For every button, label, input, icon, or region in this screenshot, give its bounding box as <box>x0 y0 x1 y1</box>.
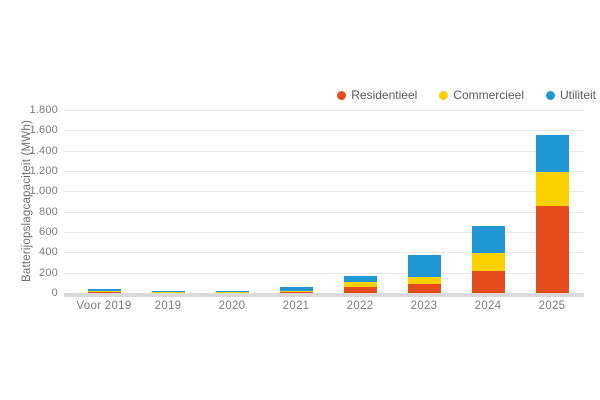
bar-segment-utiliteit-voor-2019 <box>87 288 121 292</box>
gridline <box>64 272 584 274</box>
bar-segment-commercieel-2022 <box>343 282 377 288</box>
legend-item-commercieel: Commercieel <box>439 88 524 102</box>
x-tick-label: 2021 <box>282 300 310 312</box>
bar-segment-commercieel-2019 <box>151 292 185 293</box>
x-tick-label: 2025 <box>538 300 566 312</box>
legend-item-residentieel: Residentieel <box>337 88 417 102</box>
legend-dot-icon <box>545 90 555 100</box>
bar-segment-residentieel-2022 <box>343 287 377 293</box>
legend-label: Residentieel <box>351 88 418 102</box>
bar-segment-utiliteit-2025 <box>535 134 569 173</box>
y-tick-label: 1.200 <box>29 165 58 177</box>
y-tick-label: 1.800 <box>29 104 58 116</box>
legend-dot-icon <box>439 90 449 100</box>
bar-segment-commercieel-2025 <box>535 172 569 206</box>
gridline <box>64 191 584 193</box>
bar-segment-residentieel-2024 <box>471 270 505 293</box>
y-tick-label: 800 <box>39 205 58 218</box>
legend-label: Commercieel <box>453 88 524 102</box>
legend-label: Utiliteit <box>559 88 596 102</box>
x-tick-label: 2022 <box>346 300 374 312</box>
bar-segment-residentieel-2021 <box>279 291 313 293</box>
x-tick-label: 2023 <box>410 300 438 312</box>
bar-segment-commercieel-2020 <box>215 292 249 293</box>
gridline <box>64 171 584 172</box>
gridline <box>64 130 584 132</box>
bar-segment-utiliteit-2024 <box>471 225 505 254</box>
x-tick-label: Voor 2019 <box>76 300 132 312</box>
x-tick-label: 2019 <box>154 300 182 312</box>
bar-segment-residentieel-2025 <box>535 205 569 293</box>
legend-dot-icon <box>337 90 347 100</box>
bar-segment-residentieel-voor-2019 <box>87 292 121 293</box>
x-axis-baseline <box>64 293 584 297</box>
bar-segment-commercieel-2023 <box>407 276 441 284</box>
y-tick-label: 1.400 <box>29 144 58 157</box>
bar-segment-utiliteit-2022 <box>343 275 377 283</box>
bar-segment-utiliteit-2021 <box>279 286 313 291</box>
gridline <box>64 232 584 233</box>
y-tick-label: 0 <box>51 287 58 299</box>
y-tick-label: 1.600 <box>29 124 58 137</box>
bar-segment-utiliteit-2023 <box>407 255 441 277</box>
legend-item-utiliteit: Utiliteit <box>545 88 596 102</box>
bar-segment-commercieel-2024 <box>471 253 505 271</box>
x-tick-label: 2020 <box>218 300 246 312</box>
y-tick-label: 1.000 <box>29 185 58 198</box>
y-tick-label: 200 <box>39 266 58 279</box>
chart-legend: Residentieel Commercieel Utiliteit <box>337 88 596 102</box>
x-tick-label: 2024 <box>474 300 502 312</box>
gridline <box>64 150 584 152</box>
bar-segment-commercieel-voor-2019 <box>87 291 121 293</box>
bar-segment-utiliteit-2019 <box>151 291 185 293</box>
gridline <box>64 252 584 254</box>
gridline <box>64 110 584 111</box>
bar-segment-utiliteit-2020 <box>215 291 249 293</box>
bar-segment-residentieel-2023 <box>407 283 441 293</box>
gridline <box>64 211 584 213</box>
y-tick-label: 600 <box>39 226 58 238</box>
y-tick-label: 400 <box>39 246 58 259</box>
bar-segment-commercieel-2021 <box>279 290 313 292</box>
